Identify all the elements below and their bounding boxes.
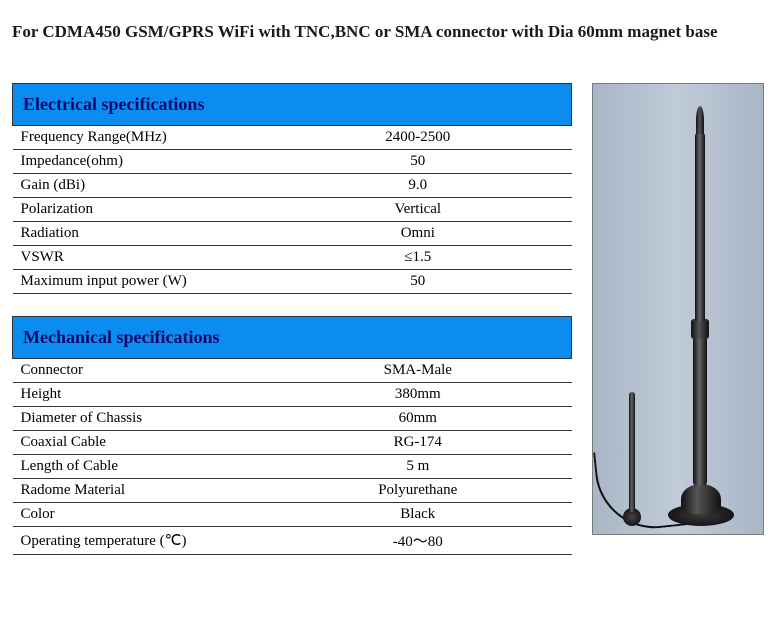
spec-label: Maximum input power (W) bbox=[13, 269, 265, 293]
spec-label: Height bbox=[13, 382, 265, 406]
spec-value: Omni bbox=[264, 221, 571, 245]
product-image bbox=[592, 83, 764, 535]
spec-value: 50 bbox=[264, 269, 571, 293]
electrical-spec-table: Electrical specifications Frequency Rang… bbox=[12, 83, 572, 294]
table-row: ColorBlack bbox=[13, 502, 572, 526]
spec-label: Diameter of Chassis bbox=[13, 406, 265, 430]
spec-label: Color bbox=[13, 502, 265, 526]
page-title: For CDMA450 GSM/GPRS WiFi with TNC,BNC o… bbox=[12, 12, 771, 53]
spec-value: Black bbox=[264, 502, 571, 526]
spec-value: ≤1.5 bbox=[264, 245, 571, 269]
antenna-tip-icon bbox=[696, 106, 704, 134]
table-row: Radome MaterialPolyurethane bbox=[13, 478, 572, 502]
spec-label: VSWR bbox=[13, 245, 265, 269]
table-row: ConnectorSMA-Male bbox=[13, 358, 572, 382]
spec-value: 2400-2500 bbox=[264, 125, 571, 149]
spec-value: 60mm bbox=[264, 406, 571, 430]
mechanical-header: Mechanical specifications bbox=[13, 316, 572, 358]
table-row: Frequency Range(MHz)2400-2500 bbox=[13, 125, 572, 149]
table-row: Impedance(ohm)50 bbox=[13, 149, 572, 173]
spec-value: SMA-Male bbox=[264, 358, 571, 382]
table-row: Height380mm bbox=[13, 382, 572, 406]
antenna-upper-stem-icon bbox=[695, 131, 705, 321]
spec-label: Impedance(ohm) bbox=[13, 149, 265, 173]
spec-label: Radiation bbox=[13, 221, 265, 245]
antenna-lower-stem-icon bbox=[693, 336, 707, 486]
table-row: Gain (dBi)9.0 bbox=[13, 173, 572, 197]
spec-label: Coaxial Cable bbox=[13, 430, 265, 454]
spec-label: Frequency Range(MHz) bbox=[13, 125, 265, 149]
spec-value: 50 bbox=[264, 149, 571, 173]
tables-column: Electrical specifications Frequency Rang… bbox=[12, 83, 572, 577]
table-row: Length of Cable5 m bbox=[13, 454, 572, 478]
spec-value: RG-174 bbox=[264, 430, 571, 454]
spec-label: Connector bbox=[13, 358, 265, 382]
spec-label: Radome Material bbox=[13, 478, 265, 502]
table-row: VSWR≤1.5 bbox=[13, 245, 572, 269]
content-row: Electrical specifications Frequency Rang… bbox=[12, 83, 771, 577]
table-row: Operating temperature (℃)-40～80 bbox=[13, 526, 572, 554]
table-row: Maximum input power (W)50 bbox=[13, 269, 572, 293]
mechanical-spec-table: Mechanical specifications ConnectorSMA-M… bbox=[12, 316, 572, 555]
table-row: Diameter of Chassis60mm bbox=[13, 406, 572, 430]
electrical-header: Electrical specifications bbox=[13, 83, 572, 125]
spec-label: Gain (dBi) bbox=[13, 173, 265, 197]
small-antenna-icon bbox=[629, 392, 635, 512]
antenna-hub-icon bbox=[681, 484, 721, 514]
spec-value: -40～80 bbox=[264, 526, 571, 554]
antenna-joint-icon bbox=[691, 319, 709, 339]
spec-value: 9.0 bbox=[264, 173, 571, 197]
spec-label: Polarization bbox=[13, 197, 265, 221]
spec-value: 380mm bbox=[264, 382, 571, 406]
spec-label: Length of Cable bbox=[13, 454, 265, 478]
table-row: RadiationOmni bbox=[13, 221, 572, 245]
spec-value: 5 m bbox=[264, 454, 571, 478]
spec-value: Polyurethane bbox=[264, 478, 571, 502]
table-row: PolarizationVertical bbox=[13, 197, 572, 221]
spec-label: Operating temperature (℃) bbox=[13, 526, 265, 554]
spec-value: Vertical bbox=[264, 197, 571, 221]
table-row: Coaxial CableRG-174 bbox=[13, 430, 572, 454]
